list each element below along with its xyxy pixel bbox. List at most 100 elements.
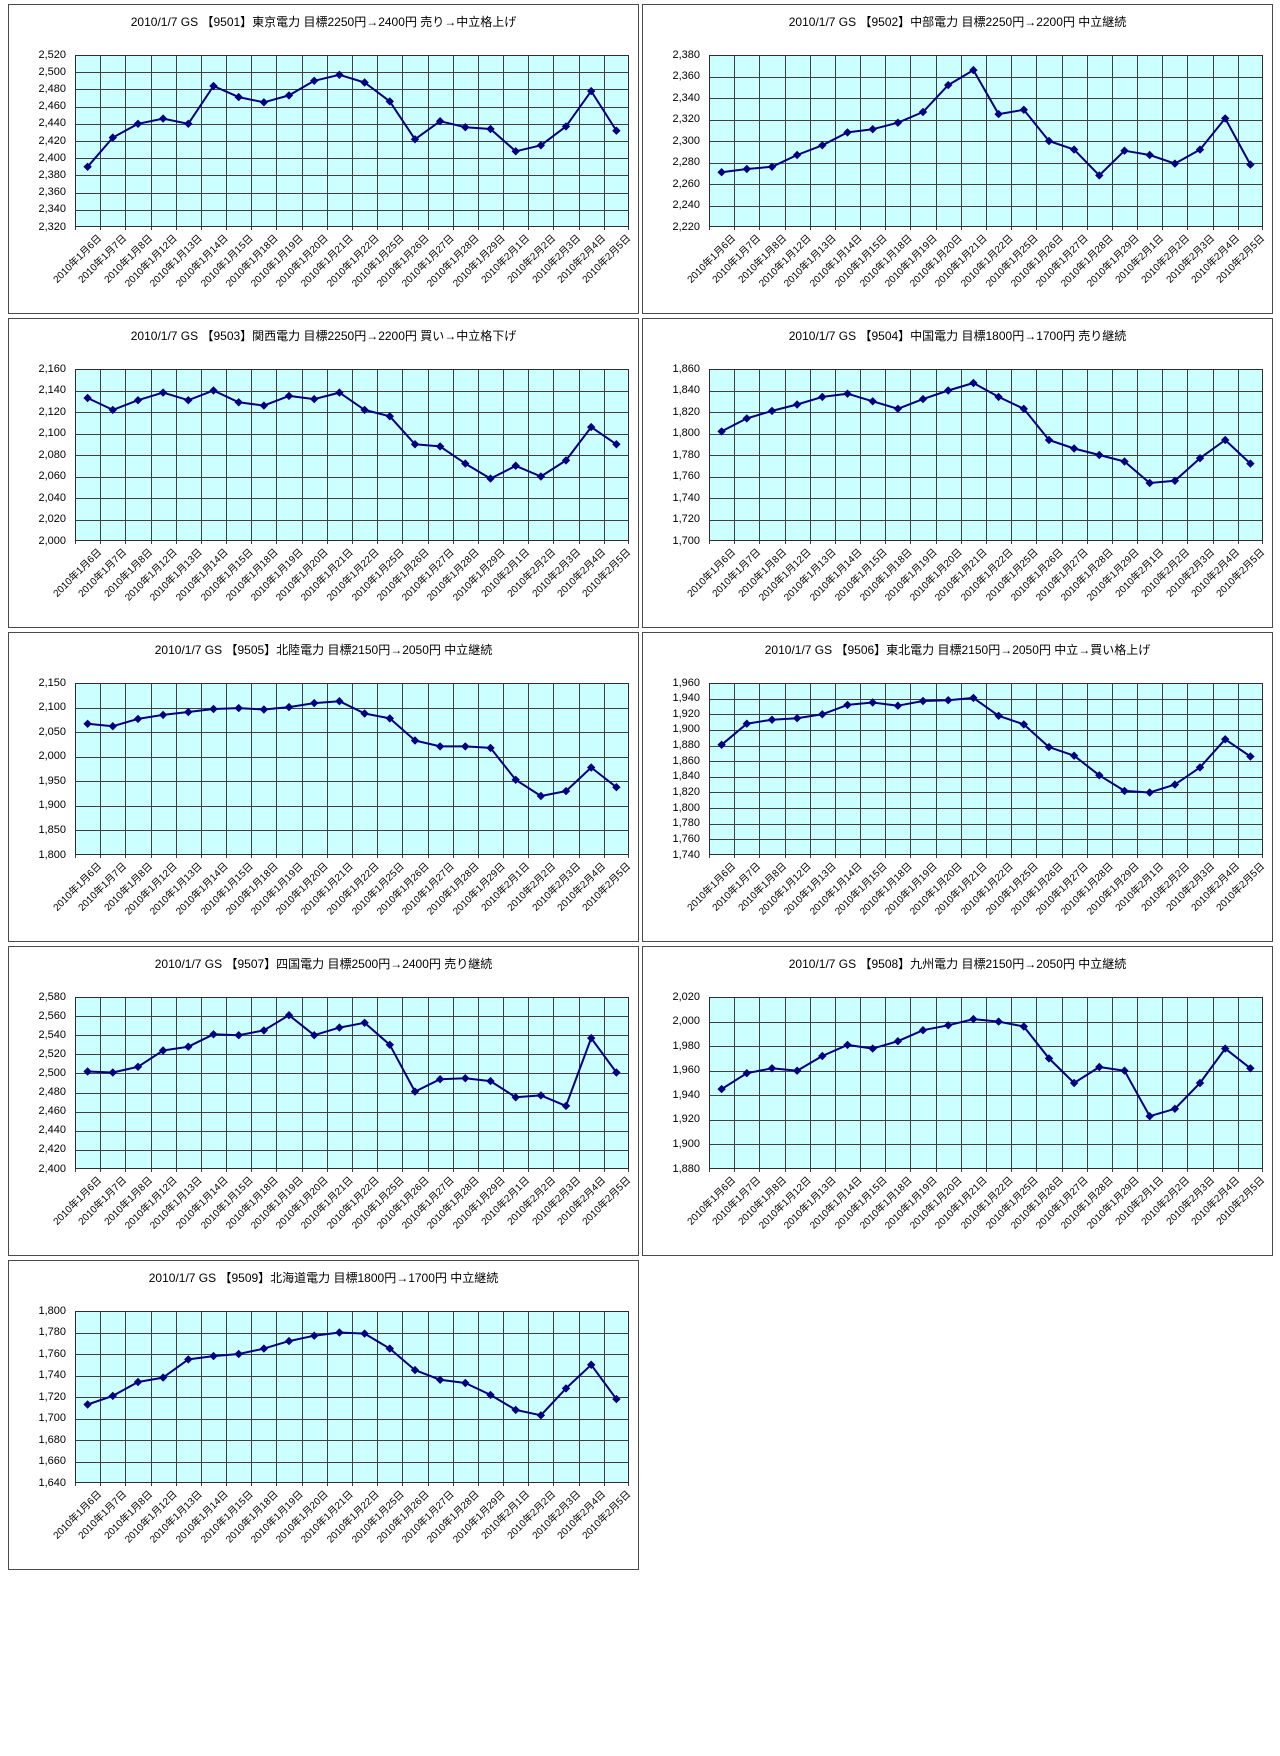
chart-title: 2010/1/7 GS 【9507】四国電力 目標2500円→2400円 売り継…	[154, 957, 493, 971]
y-axis-label: 1,720	[38, 1390, 66, 1403]
y-axis-label: 2,480	[38, 82, 66, 95]
y-axis-label: 2,320	[672, 113, 700, 125]
y-axis-label: 2,280	[672, 156, 700, 168]
y-axis-label: 1,640	[38, 1476, 66, 1489]
chart-title: 2010/1/7 GS 【9502】中部電力 目標2250円→2200円 中立継…	[788, 15, 1127, 29]
y-axis-label: 2,060	[38, 470, 66, 482]
y-axis-label: 2,140	[38, 384, 66, 396]
chart-title: 2010/1/7 GS 【9509】北海道電力 目標1800円→1700円 中立…	[148, 1271, 499, 1285]
y-axis-label: 2,080	[38, 448, 66, 461]
price-line	[86, 389, 618, 480]
y-axis-label: 2,300	[672, 134, 700, 147]
y-axis-label: 2,440	[38, 1124, 66, 1137]
y-axis-label: 1,900	[672, 723, 700, 736]
plot-area	[709, 997, 1263, 1172]
y-axis-label: 2,440	[38, 117, 66, 130]
y-axis-label: 1,900	[672, 1137, 700, 1150]
y-axis-label: 2,220	[672, 220, 700, 233]
price-line	[720, 382, 1252, 484]
y-axis-label: 2,260	[672, 177, 700, 190]
y-axis-label: 1,980	[672, 1039, 700, 1052]
y-axis-label: 1,740	[38, 1369, 66, 1381]
y-axis-label: 2,380	[38, 168, 66, 181]
y-axis-label: 2,340	[38, 203, 66, 216]
plot-area	[75, 997, 629, 1172]
plot-area	[75, 683, 629, 858]
chart-title: 2010/1/7 GS 【9506】東北電力 目標2150円→2050円 中立→…	[764, 643, 1151, 657]
report-chart-grid: 2010/1/7 GS 【9501】東京電力 目標2250円→2400円 売り→…	[8, 4, 1273, 1570]
y-axis-label: 2,460	[38, 1105, 66, 1118]
y-axis-label: 2,420	[38, 1143, 66, 1156]
y-axis-label: 1,760	[672, 832, 700, 845]
y-axis-label: 2,000	[672, 1015, 700, 1028]
y-axis-label: 2,540	[38, 1028, 66, 1041]
y-axis-label: 1,780	[672, 448, 700, 461]
y-axis-label: 2,420	[38, 134, 66, 147]
y-axis-label: 1,660	[38, 1455, 66, 1467]
y-axis-label: 1,900	[38, 799, 66, 812]
chart-title: 2010/1/7 GS 【9508】九州電力 目標2150円→2050円 中立継…	[788, 957, 1127, 971]
y-axis-label: 2,050	[38, 725, 66, 738]
y-axis-label: 2,520	[38, 1047, 66, 1060]
stock-chart: 2010/1/7 GS 【9501】東京電力 目標2250円→2400円 売り→…	[8, 4, 639, 314]
y-axis-label: 2,150	[38, 676, 66, 689]
y-axis-label: 1,780	[672, 817, 700, 830]
y-axis-label: 1,920	[672, 707, 700, 720]
y-axis-label: 2,360	[672, 70, 700, 82]
y-axis-label: 2,320	[38, 220, 66, 233]
y-axis-label: 1,820	[672, 405, 700, 418]
stock-chart: 2010/1/7 GS 【9502】中部電力 目標2250円→2200円 中立継…	[642, 4, 1273, 314]
price-line	[720, 69, 1252, 177]
chart-title: 2010/1/7 GS 【9505】北陸電力 目標2150円→2050円 中立継…	[154, 643, 493, 657]
chart-title: 2010/1/7 GS 【9504】中国電力 目標1800円→1700円 売り継…	[788, 329, 1127, 343]
y-axis-label: 1,860	[672, 362, 700, 375]
y-axis-label: 1,800	[38, 848, 66, 861]
y-axis-label: 2,020	[672, 990, 700, 1003]
y-axis-label: 2,360	[38, 186, 66, 199]
stock-chart: 2010/1/7 GS 【9503】関西電力 目標2250円→2200円 買い→…	[8, 318, 639, 628]
chart-title: 2010/1/7 GS 【9503】関西電力 目標2250円→2200円 買い→…	[130, 329, 517, 343]
plot-area	[75, 1311, 629, 1486]
y-axis-label: 2,120	[38, 405, 66, 418]
price-line	[86, 1331, 618, 1417]
y-axis-label: 1,800	[38, 1304, 66, 1317]
y-axis-label: 2,520	[38, 48, 66, 61]
y-axis-label: 1,700	[672, 534, 700, 547]
y-axis-label: 1,840	[672, 384, 700, 396]
plot-area	[75, 55, 629, 230]
y-axis-label: 1,880	[672, 1162, 700, 1175]
plot-area	[709, 683, 1263, 858]
y-axis-label: 2,000	[38, 534, 66, 547]
y-axis-label: 1,740	[672, 848, 700, 861]
y-axis-label: 2,160	[38, 362, 66, 375]
y-axis-label: 1,800	[672, 427, 700, 439]
y-axis-label: 1,860	[672, 754, 700, 767]
price-line	[86, 73, 618, 168]
stock-chart: 2010/1/7 GS 【9505】北陸電力 目標2150円→2050円 中立継…	[8, 632, 639, 942]
y-axis-label: 1,960	[672, 676, 700, 689]
y-axis-label: 1,700	[38, 1412, 66, 1424]
y-axis-label: 2,460	[38, 100, 66, 113]
y-axis-label: 1,940	[672, 1088, 700, 1101]
stock-chart: 2010/1/7 GS 【9508】九州電力 目標2150円→2050円 中立継…	[642, 946, 1273, 1256]
y-axis-label: 1,800	[672, 801, 700, 814]
y-axis-label: 1,740	[672, 491, 700, 504]
price-line	[86, 1014, 618, 1107]
y-axis-label: 1,950	[38, 774, 66, 787]
y-axis-label: 2,000	[38, 750, 66, 763]
y-axis-label: 1,760	[672, 470, 700, 482]
y-axis-label: 1,760	[38, 1347, 66, 1360]
y-axis-label: 2,100	[38, 427, 66, 439]
y-axis-label: 1,940	[672, 692, 700, 705]
y-axis-label: 1,920	[672, 1113, 700, 1126]
y-axis-label: 2,500	[38, 1066, 66, 1079]
y-axis-label: 1,820	[672, 785, 700, 798]
stock-chart: 2010/1/7 GS 【9509】北海道電力 目標1800円→1700円 中立…	[8, 1260, 639, 1570]
y-axis-label: 2,500	[38, 65, 66, 78]
y-axis-label: 1,850	[38, 823, 66, 836]
y-axis-label: 2,480	[38, 1086, 66, 1099]
y-axis-label: 2,580	[38, 990, 66, 1003]
y-axis-label: 1,960	[672, 1064, 700, 1077]
plot-area	[709, 369, 1263, 544]
y-axis-label: 2,240	[672, 199, 700, 211]
